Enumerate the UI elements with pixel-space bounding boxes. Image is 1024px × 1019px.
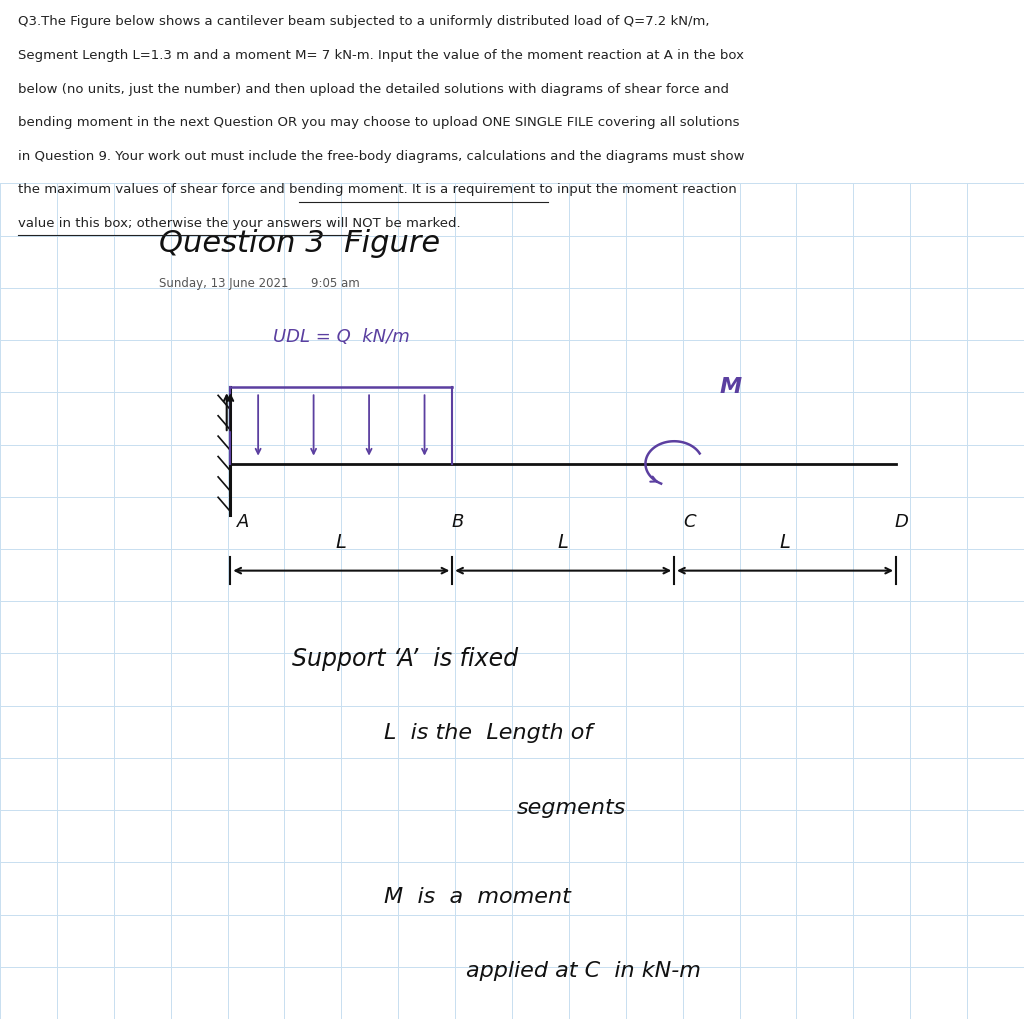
Text: applied at C  in kN-m: applied at C in kN-m — [466, 961, 700, 981]
Text: B: B — [452, 513, 464, 531]
Text: M  is  a  moment: M is a moment — [384, 887, 570, 907]
Text: C: C — [683, 513, 695, 531]
Text: L: L — [779, 533, 791, 552]
Text: bending moment in the next Question OR you may choose to upload ONE SINGLE FILE : bending moment in the next Question OR y… — [18, 116, 740, 129]
Text: Q3.The Figure below shows a cantilever beam subjected to a uniformly distributed: Q3.The Figure below shows a cantilever b… — [18, 15, 710, 29]
Text: L: L — [558, 533, 568, 552]
Text: D: D — [894, 513, 908, 531]
Text: L  is the  Length of: L is the Length of — [384, 723, 592, 744]
Text: in Question 9. Your work out must include the free-body diagrams, calculations a: in Question 9. Your work out must includ… — [18, 150, 744, 163]
Text: Segment Length L=1.3 m and a moment M= 7 kN-m. Input the value of the moment rea: Segment Length L=1.3 m and a moment M= 7… — [18, 49, 744, 62]
Text: Sunday, 13 June 2021      9:05 am: Sunday, 13 June 2021 9:05 am — [159, 277, 359, 290]
Text: below (no units, just the number) and then upload the detailed solutions with di: below (no units, just the number) and th… — [18, 83, 729, 96]
Text: segments: segments — [517, 798, 627, 818]
Text: UDL = Q  kN/m: UDL = Q kN/m — [273, 328, 410, 346]
Text: the maximum values of shear force and bending moment. It is a requirement to inp: the maximum values of shear force and be… — [18, 183, 737, 197]
Text: L: L — [336, 533, 347, 552]
Text: M: M — [720, 377, 741, 397]
Text: value in this box; otherwise the your answers will NOT be marked.: value in this box; otherwise the your an… — [18, 217, 465, 230]
Text: Support ‘A’  is fixed: Support ‘A’ is fixed — [292, 647, 518, 672]
Text: A: A — [237, 513, 249, 531]
Text: Question 3  Figure: Question 3 Figure — [159, 229, 440, 258]
